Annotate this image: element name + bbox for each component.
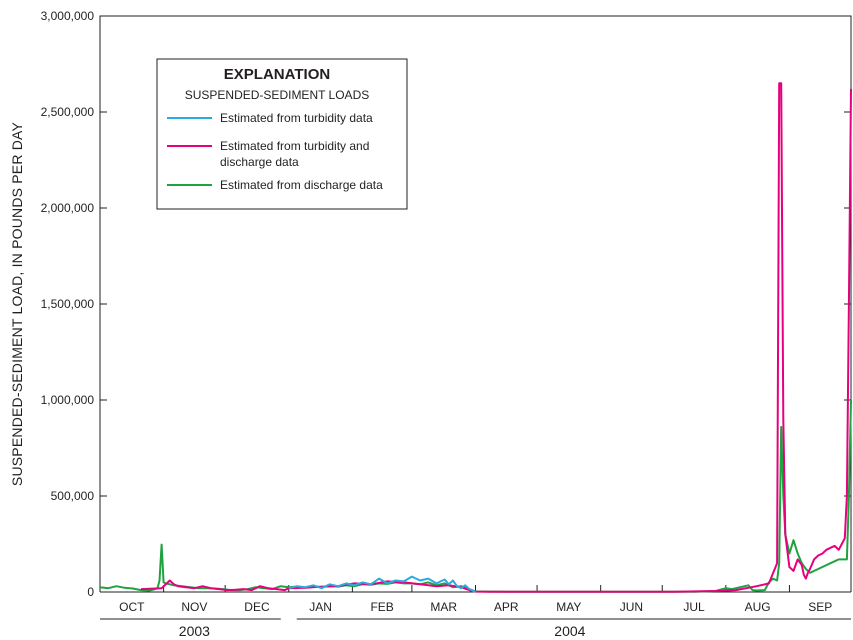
- x-month-label: JUL: [683, 600, 705, 614]
- legend-items: Estimated from turbidity data Estimated f…: [167, 111, 383, 192]
- y-axis: 0 500,000 1,000,000 1,500,000 2,000,000 2,500…: [41, 9, 851, 599]
- y-tick-label: 2,500,000: [41, 105, 95, 119]
- x-year-label: 2003: [179, 623, 210, 639]
- y-tick-label: 1,000,000: [41, 393, 95, 407]
- x-year-label: 2004: [554, 623, 585, 639]
- x-month-label: MAR: [430, 600, 457, 614]
- series-line-2: [140, 82, 852, 593]
- legend-box: [156, 58, 408, 210]
- x-month-label: JAN: [309, 600, 332, 614]
- x-axis: OCT NOV DEC JAN FEB MAR APR MAY JUN JUL AUG SEP 2003…: [99, 585, 851, 639]
- series-line-1: [288, 575, 476, 593]
- x-month-label: SEP: [808, 600, 832, 614]
- y-tick-label: 1,500,000: [41, 297, 95, 311]
- legend-label-line: Estimated from discharge data: [220, 178, 383, 192]
- legend-label-line: Estimated from turbidity data: [220, 111, 373, 125]
- x-month-label: OCT: [119, 600, 145, 614]
- legend: EXPLANATION SUSPENDED-SEDIMENT LOADS Est…: [156, 58, 408, 210]
- series-line-3: [99, 399, 852, 593]
- y-tick-label: 0: [87, 585, 94, 599]
- x-month-label: AUG: [745, 600, 771, 614]
- x-month-label: JUN: [620, 600, 643, 614]
- x-month-label: NOV: [181, 600, 207, 614]
- legend-label: Estimated from discharge data: [220, 178, 383, 192]
- x-month-label: FEB: [370, 600, 393, 614]
- legend-label-line: Estimated from turbidity and: [220, 139, 369, 153]
- y-axis-title: SUSPENDED-SEDIMENT LOAD, IN POUNDS PER D…: [9, 121, 25, 486]
- y-tick-label: 500,000: [51, 489, 95, 503]
- legend-label: Estimated from turbidity data: [220, 111, 373, 125]
- series-layer: [99, 82, 852, 593]
- legend-label-line: discharge data: [220, 155, 299, 169]
- legend-title: EXPLANATION: [224, 66, 330, 83]
- y-tick-label: 2,000,000: [41, 201, 95, 215]
- x-month-label: MAY: [556, 600, 581, 614]
- legend-subtitle: SUSPENDED-SEDIMENT LOADS: [185, 88, 369, 102]
- y-tick-label: 3,000,000: [41, 9, 95, 23]
- legend-label: Estimated from turbidity and discharge da…: [220, 139, 369, 169]
- x-month-label: DEC: [244, 600, 270, 614]
- x-month-label: APR: [494, 600, 519, 614]
